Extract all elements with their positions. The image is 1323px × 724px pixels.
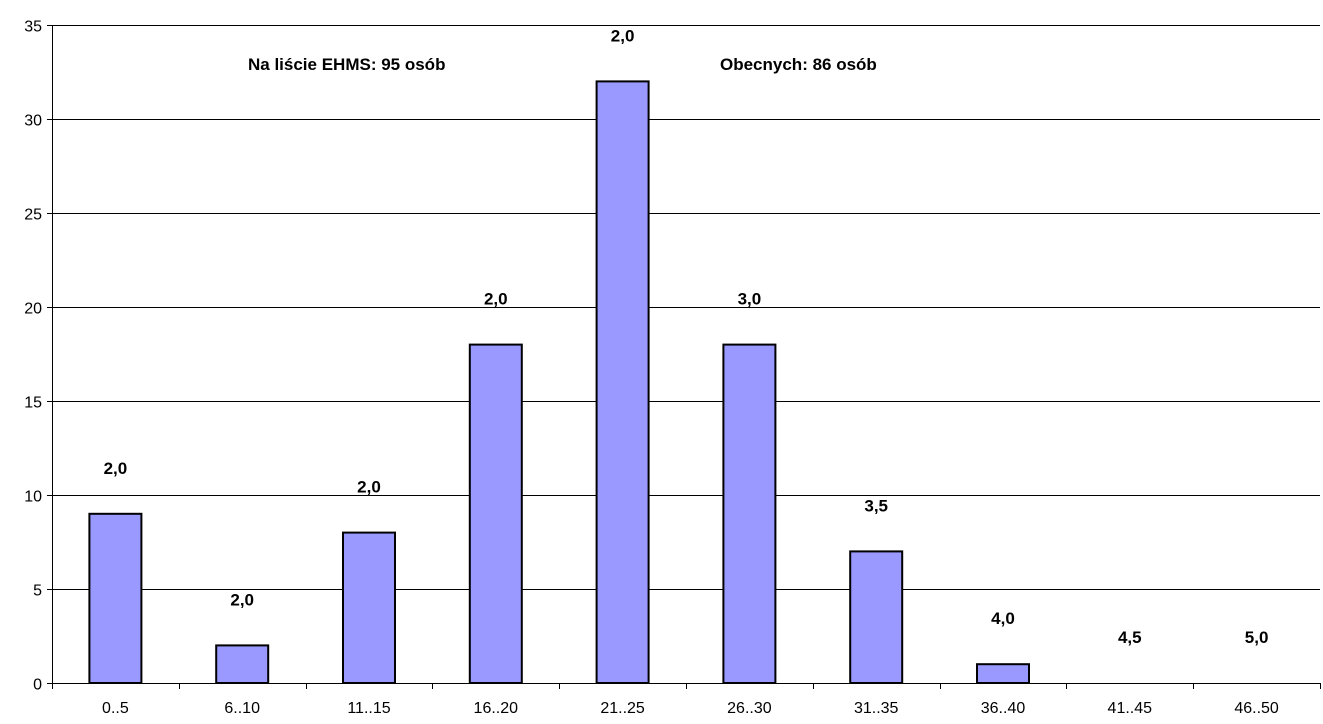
y-tick-label: 30 — [24, 113, 42, 130]
axes — [52, 25, 1320, 684]
bar-data-label: 2,0 — [484, 290, 508, 309]
bar — [849, 550, 904, 685]
y-tick-label: 35 — [24, 19, 42, 36]
gridlines — [52, 25, 1320, 590]
bar — [88, 512, 143, 684]
bar-data-label: 2,0 — [230, 590, 254, 609]
x-tick-label: 26..30 — [727, 700, 772, 717]
bar — [976, 663, 1030, 685]
bar-data-label: 3,5 — [864, 496, 888, 515]
x-tick-label: 31..35 — [854, 700, 899, 717]
y-tick-label: 25 — [24, 207, 42, 224]
data-labels: 2,0 2,0 2,0 2,0 2,0 3,0 3,5 4,0 4,5 5,0 — [104, 26, 1269, 647]
x-tick-label: 41..45 — [1108, 700, 1153, 717]
x-tick-label: 36..40 — [981, 700, 1026, 717]
x-tick-label: 6..10 — [224, 700, 260, 717]
bars — [88, 80, 1030, 685]
x-axis-ticks: 0..5 6..10 11..15 16..20 21..25 26..30 31..35 3… — [52, 683, 1321, 717]
x-tick-label: 46..50 — [1234, 700, 1279, 717]
y-axis-ticks: 0 5 10 15 20 25 30 35 — [24, 19, 52, 694]
x-tick-label: 0..5 — [102, 700, 129, 717]
bar — [342, 531, 396, 684]
bar-data-label: 4,5 — [1118, 628, 1142, 647]
bar — [722, 343, 777, 684]
bar-data-label: 2,0 — [357, 478, 381, 497]
bar-data-label: 2,0 — [104, 459, 128, 478]
annotation-present-count: Obecnych: 86 osób — [720, 55, 877, 74]
bar — [468, 343, 523, 684]
y-tick-label: 10 — [24, 489, 42, 506]
bar-data-label: 5,0 — [1245, 628, 1269, 647]
x-tick-label: 16..20 — [474, 700, 519, 717]
y-tick-label: 15 — [24, 395, 42, 412]
bar-data-label: 3,0 — [738, 290, 762, 309]
y-tick-label: 0 — [33, 677, 42, 694]
annotation-list-count: Na liście EHMS: 95 osób — [248, 55, 445, 74]
bar-data-label: 2,0 — [611, 26, 635, 45]
bar-data-label: 4,0 — [991, 609, 1015, 628]
y-tick-label: 5 — [33, 583, 42, 600]
y-tick-label: 20 — [24, 301, 42, 318]
x-tick-label: 11..15 — [347, 700, 390, 717]
x-tick-label: 21..25 — [600, 700, 645, 717]
bar — [595, 80, 650, 684]
bar — [215, 644, 270, 685]
